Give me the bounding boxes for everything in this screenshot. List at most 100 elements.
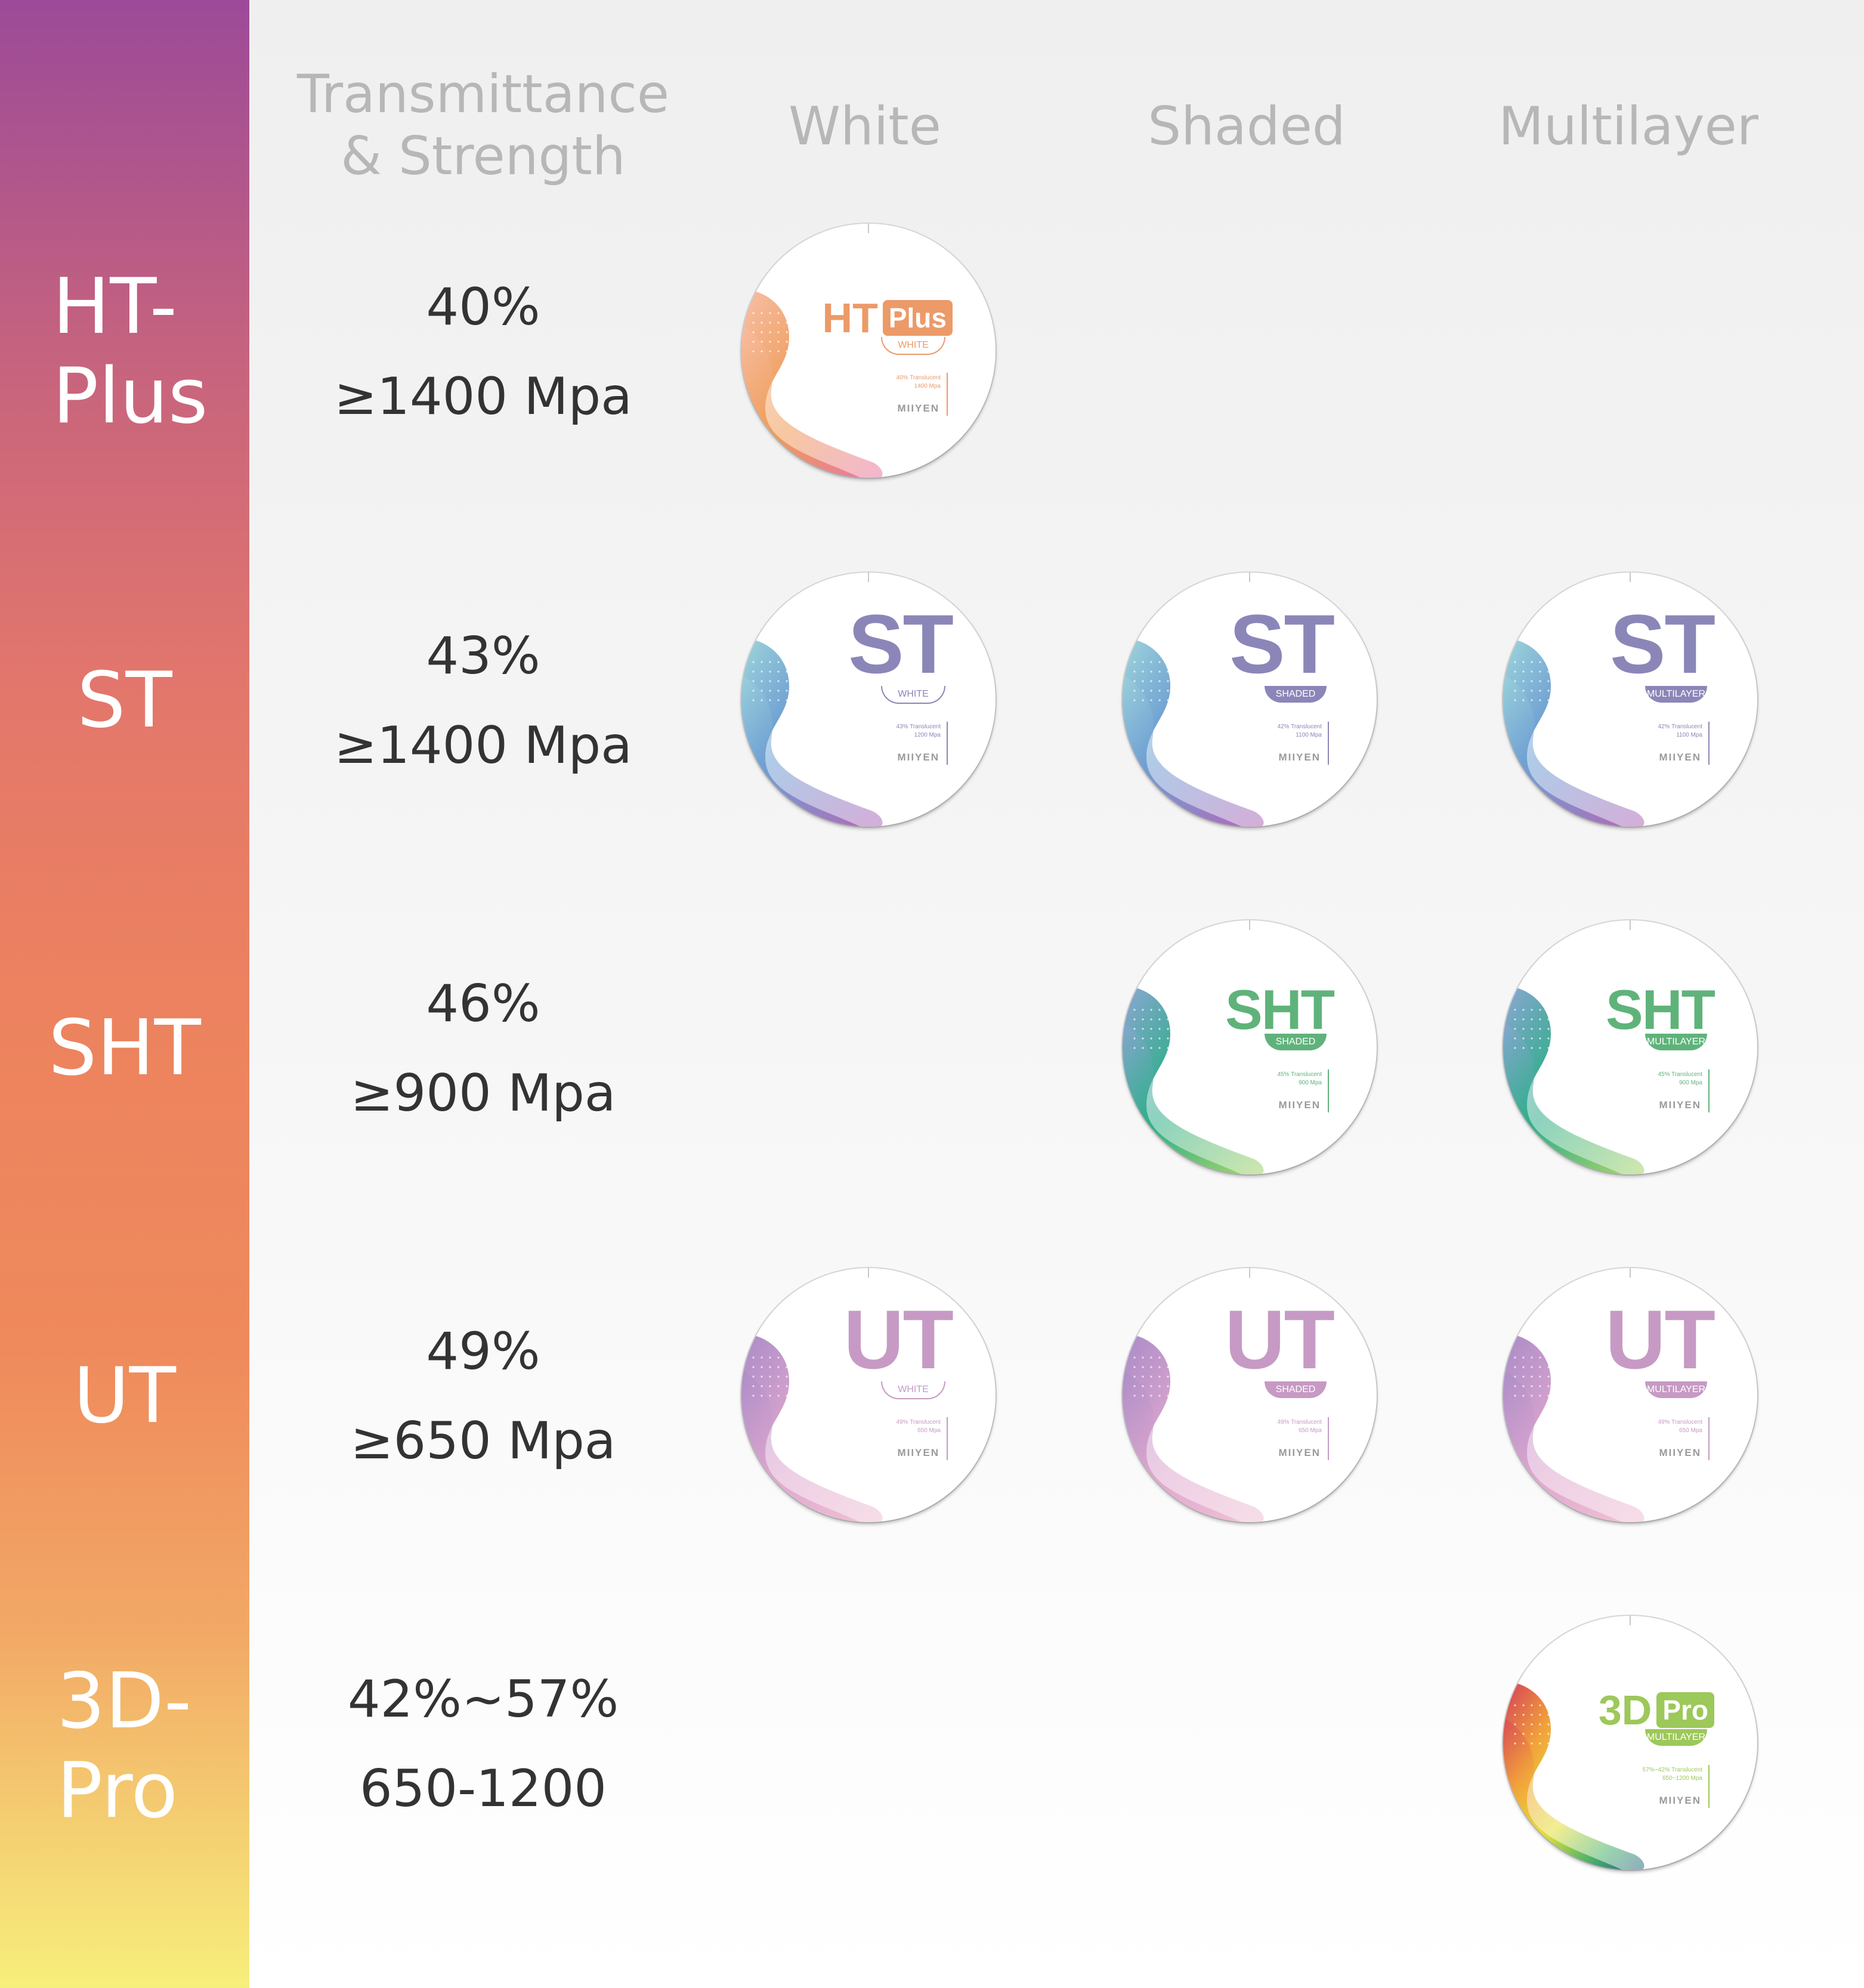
- disc-3d-pro-multilayer[interactable]: 3D Pro MULTILAYER 57%~42% Translucent 650~12…: [1503, 1616, 1757, 1870]
- disc-notch: [1630, 573, 1631, 582]
- wave-dot: [769, 1385, 771, 1387]
- wave-shape-overlay: [741, 1369, 883, 1522]
- wave-dot: [761, 661, 763, 663]
- wave-dot: [761, 321, 763, 324]
- wave-dot: [1539, 1395, 1541, 1397]
- wave-dot: [752, 1366, 755, 1368]
- wave-dot: [1167, 1028, 1169, 1030]
- wave-shape-overlay: [741, 674, 883, 827]
- disc-logo: MIIYEN: [1659, 1795, 1701, 1806]
- wave-dot: [1539, 1018, 1541, 1021]
- disc-ut-multilayer[interactable]: UT MULTILAYER 49% Translucent 650 Mpa MIIYEN: [1503, 1268, 1757, 1522]
- wave-dot: [761, 670, 763, 673]
- wave-dot: [1522, 699, 1525, 701]
- wave-dot: [752, 312, 755, 314]
- wave-dot: [786, 699, 788, 701]
- disc-translucency: 57%~42% Translucent: [1642, 1767, 1702, 1773]
- disc-st-white[interactable]: ST WHITE 43% Translucent 1200 Mpa MIIYEN: [741, 573, 996, 827]
- wave-dot: [1522, 1704, 1525, 1706]
- wave-dot: [1547, 1018, 1550, 1021]
- wave-dot: [1514, 1742, 1516, 1745]
- wave-dot: [1539, 1733, 1541, 1735]
- wave-dot: [1133, 1395, 1136, 1397]
- wave-dot: [1514, 1009, 1516, 1011]
- wave-dot: [769, 1375, 771, 1378]
- row-label-3d-pro: 3D- Pro: [0, 1657, 249, 1836]
- strength-value: ≥1400 Mpa: [334, 367, 632, 426]
- row-label-line: ST: [77, 656, 172, 745]
- wave-dot: [1514, 1714, 1516, 1716]
- disc-sht-multilayer[interactable]: SHT MULTILAYER 45% Translucent 900 Mpa MIIYE…: [1503, 920, 1757, 1174]
- wave-dot: [1547, 1704, 1550, 1706]
- disc-st-shaded[interactable]: ST SHADED 42% Translucent 1100 Mpa MIIYEN: [1123, 573, 1377, 827]
- disc-ht-plus-white[interactable]: HT Plus WHITE 40% Translucent 1400 Mpa MIIYEN: [741, 224, 996, 478]
- disc-st-multilayer[interactable]: ST MULTILAYER 42% Translucent 1100 Mpa MIIYE…: [1503, 573, 1757, 827]
- wave-dot: [752, 1356, 755, 1359]
- disc-brand: SHT: [1225, 968, 1335, 1052]
- wave-dot: [1539, 1047, 1541, 1049]
- wave-dot: [1158, 1018, 1161, 1021]
- wave-dot: [1150, 670, 1152, 673]
- wave-dot: [1539, 1356, 1541, 1359]
- disc-brand-text: UT: [1225, 1293, 1335, 1386]
- row-label-line: Plus: [52, 352, 208, 441]
- row-label-line: SHT: [48, 1004, 201, 1093]
- wave-dot: [1522, 1375, 1525, 1378]
- wave-dot: [1150, 690, 1152, 692]
- wave-dot: [1167, 1009, 1169, 1011]
- wave-dot: [752, 690, 755, 692]
- disc-ut-white[interactable]: UT WHITE 49% Translucent 650 Mpa MIIYEN: [741, 1268, 996, 1522]
- disc-brand: 3D Pro: [1599, 1668, 1714, 1752]
- wave-dot: [769, 670, 771, 673]
- wave-dot: [752, 680, 755, 682]
- disc-sht-shaded[interactable]: SHT SHADED 45% Translucent 900 Mpa MIIYEN: [1123, 920, 1377, 1174]
- wave-dot: [1531, 1028, 1533, 1030]
- wave-dot: [1531, 1356, 1533, 1359]
- wave-dot: [761, 699, 763, 701]
- wave-dot: [1547, 680, 1550, 682]
- wave-dot: [1514, 690, 1516, 692]
- wave-dot: [761, 1395, 763, 1397]
- disc-spec-text: 43% Translucent 1200 Mpa: [851, 723, 941, 740]
- disc-translucency: 42% Translucent: [1277, 724, 1322, 730]
- wave-dot: [1167, 1375, 1169, 1378]
- disc-spec-text: 49% Translucent 650 Mpa: [851, 1418, 941, 1435]
- wave-dot: [769, 1356, 771, 1359]
- wave-dot: [777, 1385, 780, 1387]
- wave-dot: [769, 350, 771, 353]
- strength-value: 650-1200: [359, 1759, 607, 1819]
- wave-dot: [761, 350, 763, 353]
- wave-dot: [761, 341, 763, 343]
- wave-dot: [1158, 1356, 1161, 1359]
- disc-strength: 1100 Mpa: [1676, 732, 1702, 738]
- disc-wave-artwork: [741, 289, 883, 478]
- disc-brand-badge: Pro: [1656, 1692, 1714, 1728]
- wave-dot: [1133, 1009, 1136, 1011]
- disc-translucency: 45% Translucent: [1658, 1071, 1703, 1078]
- wave-dot: [777, 1375, 780, 1378]
- wave-dot: [1522, 1028, 1525, 1030]
- wave-dot: [1514, 1733, 1516, 1735]
- wave-dot: [1531, 1714, 1533, 1716]
- wave-dot: [1522, 1009, 1525, 1011]
- wave-dot: [1547, 1037, 1550, 1040]
- wave-dot: [1167, 699, 1169, 701]
- wave-dot: [769, 321, 771, 324]
- wave-dot: [786, 312, 788, 314]
- wave-dot: [1133, 1375, 1136, 1378]
- wave-dot: [1150, 680, 1152, 682]
- disc-brand-text: 3D: [1598, 1687, 1652, 1733]
- wave-dot: [1142, 680, 1144, 682]
- wave-dot: [1150, 1009, 1152, 1011]
- wave-dot: [1158, 1375, 1161, 1378]
- disc-ut-shaded[interactable]: UT SHADED 49% Translucent 650 Mpa MIIYEN: [1123, 1268, 1377, 1522]
- wave-dot: [777, 690, 780, 692]
- transmittance-value: 42%~57%: [347, 1669, 619, 1729]
- wave-dot: [1142, 670, 1144, 673]
- wave-dot: [1150, 1375, 1152, 1378]
- disc-notch: [868, 573, 869, 582]
- disc-brand-text: ST: [1229, 597, 1335, 691]
- wave-dot: [769, 680, 771, 682]
- wave-dot: [761, 680, 763, 682]
- disc-variant-label: WHITE: [881, 337, 945, 355]
